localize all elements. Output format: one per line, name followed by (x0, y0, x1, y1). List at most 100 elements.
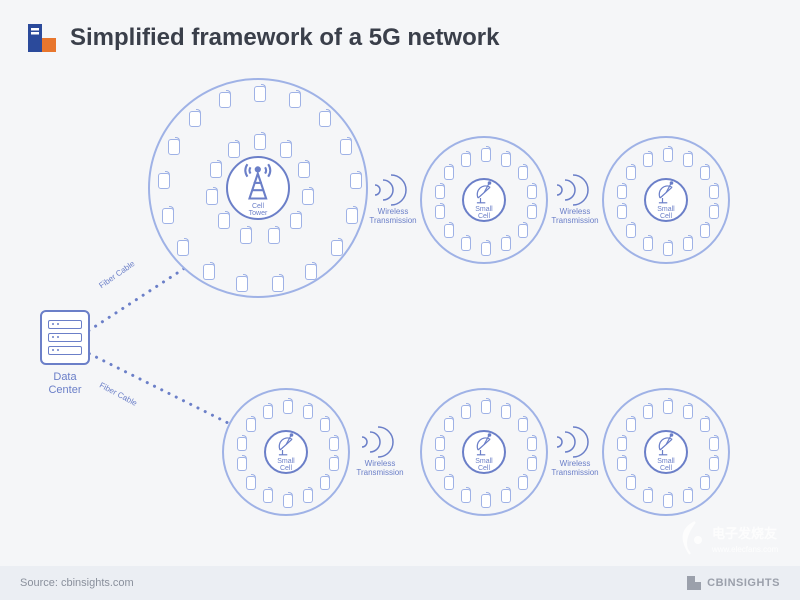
device-icon (643, 405, 653, 419)
device-icon (331, 240, 343, 256)
device-icon (617, 437, 627, 451)
device-icon (444, 418, 454, 432)
device-icon (254, 86, 266, 102)
device-icon (340, 139, 352, 155)
device-icon (663, 242, 673, 256)
node-center-label: SmallCell (657, 206, 675, 220)
device-icon (617, 457, 627, 471)
data-center: DataCenter (30, 310, 100, 397)
device-icon (700, 224, 710, 238)
device-icon (683, 405, 693, 419)
device-icon (663, 494, 673, 508)
device-icon (501, 489, 511, 503)
node-small-cell-4: SmallCell (420, 388, 548, 516)
data-center-label: DataCenter (30, 371, 100, 397)
device-icon (329, 437, 339, 451)
node-center-label: SmallCell (657, 458, 675, 472)
device-icon (237, 457, 247, 471)
device-icon (700, 166, 710, 180)
device-icon (518, 418, 528, 432)
device-icon (683, 237, 693, 251)
device-icon (303, 489, 313, 503)
device-icon (290, 213, 302, 229)
device-icon (626, 418, 636, 432)
brand-label: CBINSIGHTS (687, 576, 780, 590)
device-icon (319, 111, 331, 127)
wireless-transmission-label: WirelessTransmission (545, 208, 605, 226)
device-icon (246, 476, 256, 490)
device-icon (626, 166, 636, 180)
device-icon (177, 240, 189, 256)
brand-footer-icon (687, 576, 701, 590)
device-icon (481, 400, 491, 414)
device-icon (683, 153, 693, 167)
svg-text:电子发烧友: 电子发烧友 (712, 526, 777, 541)
footer: Source: cbinsights.com CBINSIGHTS (0, 566, 800, 600)
device-icon (162, 208, 174, 224)
device-icon (263, 489, 273, 503)
device-icon (246, 418, 256, 432)
device-icon (527, 437, 537, 451)
dish-icon: SmallCell (264, 430, 308, 474)
device-icon (518, 166, 528, 180)
device-icon (709, 205, 719, 219)
node-center-label: SmallCell (475, 206, 493, 220)
node-small-cell-5: SmallCell (602, 388, 730, 516)
device-icon (435, 437, 445, 451)
watermark-icon: 电子发烧友 www.elecfans.com (670, 512, 790, 562)
device-icon (444, 476, 454, 490)
device-icon (298, 162, 310, 178)
device-icon (168, 139, 180, 155)
device-icon (501, 153, 511, 167)
device-icon (709, 437, 719, 451)
device-icon (346, 208, 358, 224)
device-icon (435, 457, 445, 471)
device-icon (709, 185, 719, 199)
device-icon (617, 205, 627, 219)
node-small-cell-3: SmallCell (222, 388, 350, 516)
device-icon (305, 264, 317, 280)
device-icon (268, 228, 280, 244)
dish-icon: SmallCell (462, 430, 506, 474)
device-icon (158, 173, 170, 189)
device-icon (626, 476, 636, 490)
fiber-cable-label: Fiber Cable (98, 381, 139, 408)
device-icon (435, 205, 445, 219)
node-small-cell-1: SmallCell (420, 136, 548, 264)
device-icon (203, 264, 215, 280)
device-icon (518, 224, 528, 238)
device-icon (210, 162, 222, 178)
device-icon (240, 228, 252, 244)
device-icon (663, 148, 673, 162)
device-icon (481, 148, 491, 162)
node-center-label: SmallCell (475, 458, 493, 472)
wireless-transmission-label: WirelessTransmission (363, 208, 423, 226)
node-cell-tower: CellTower (148, 78, 368, 298)
node-center-label: CellTower (249, 203, 268, 217)
device-icon (663, 400, 673, 414)
device-icon (643, 237, 653, 251)
device-icon (700, 476, 710, 490)
device-icon (683, 489, 693, 503)
server-icon (40, 310, 90, 365)
device-icon (435, 185, 445, 199)
device-icon (626, 224, 636, 238)
svg-text:www.elecfans.com: www.elecfans.com (711, 545, 779, 554)
device-icon (272, 276, 284, 292)
wireless-transmission-label: WirelessTransmission (545, 460, 605, 478)
device-icon (527, 205, 537, 219)
device-icon (280, 142, 292, 158)
device-icon (350, 173, 362, 189)
device-icon (617, 185, 627, 199)
device-icon (254, 134, 266, 150)
device-icon (320, 476, 330, 490)
tower-icon: CellTower (226, 156, 290, 220)
device-icon (206, 189, 218, 205)
device-icon (461, 405, 471, 419)
device-icon (228, 142, 240, 158)
device-icon (643, 153, 653, 167)
device-icon (320, 418, 330, 432)
device-icon (709, 457, 719, 471)
dish-icon: SmallCell (462, 178, 506, 222)
fiber-cable-label: Fiber Cable (97, 259, 136, 290)
